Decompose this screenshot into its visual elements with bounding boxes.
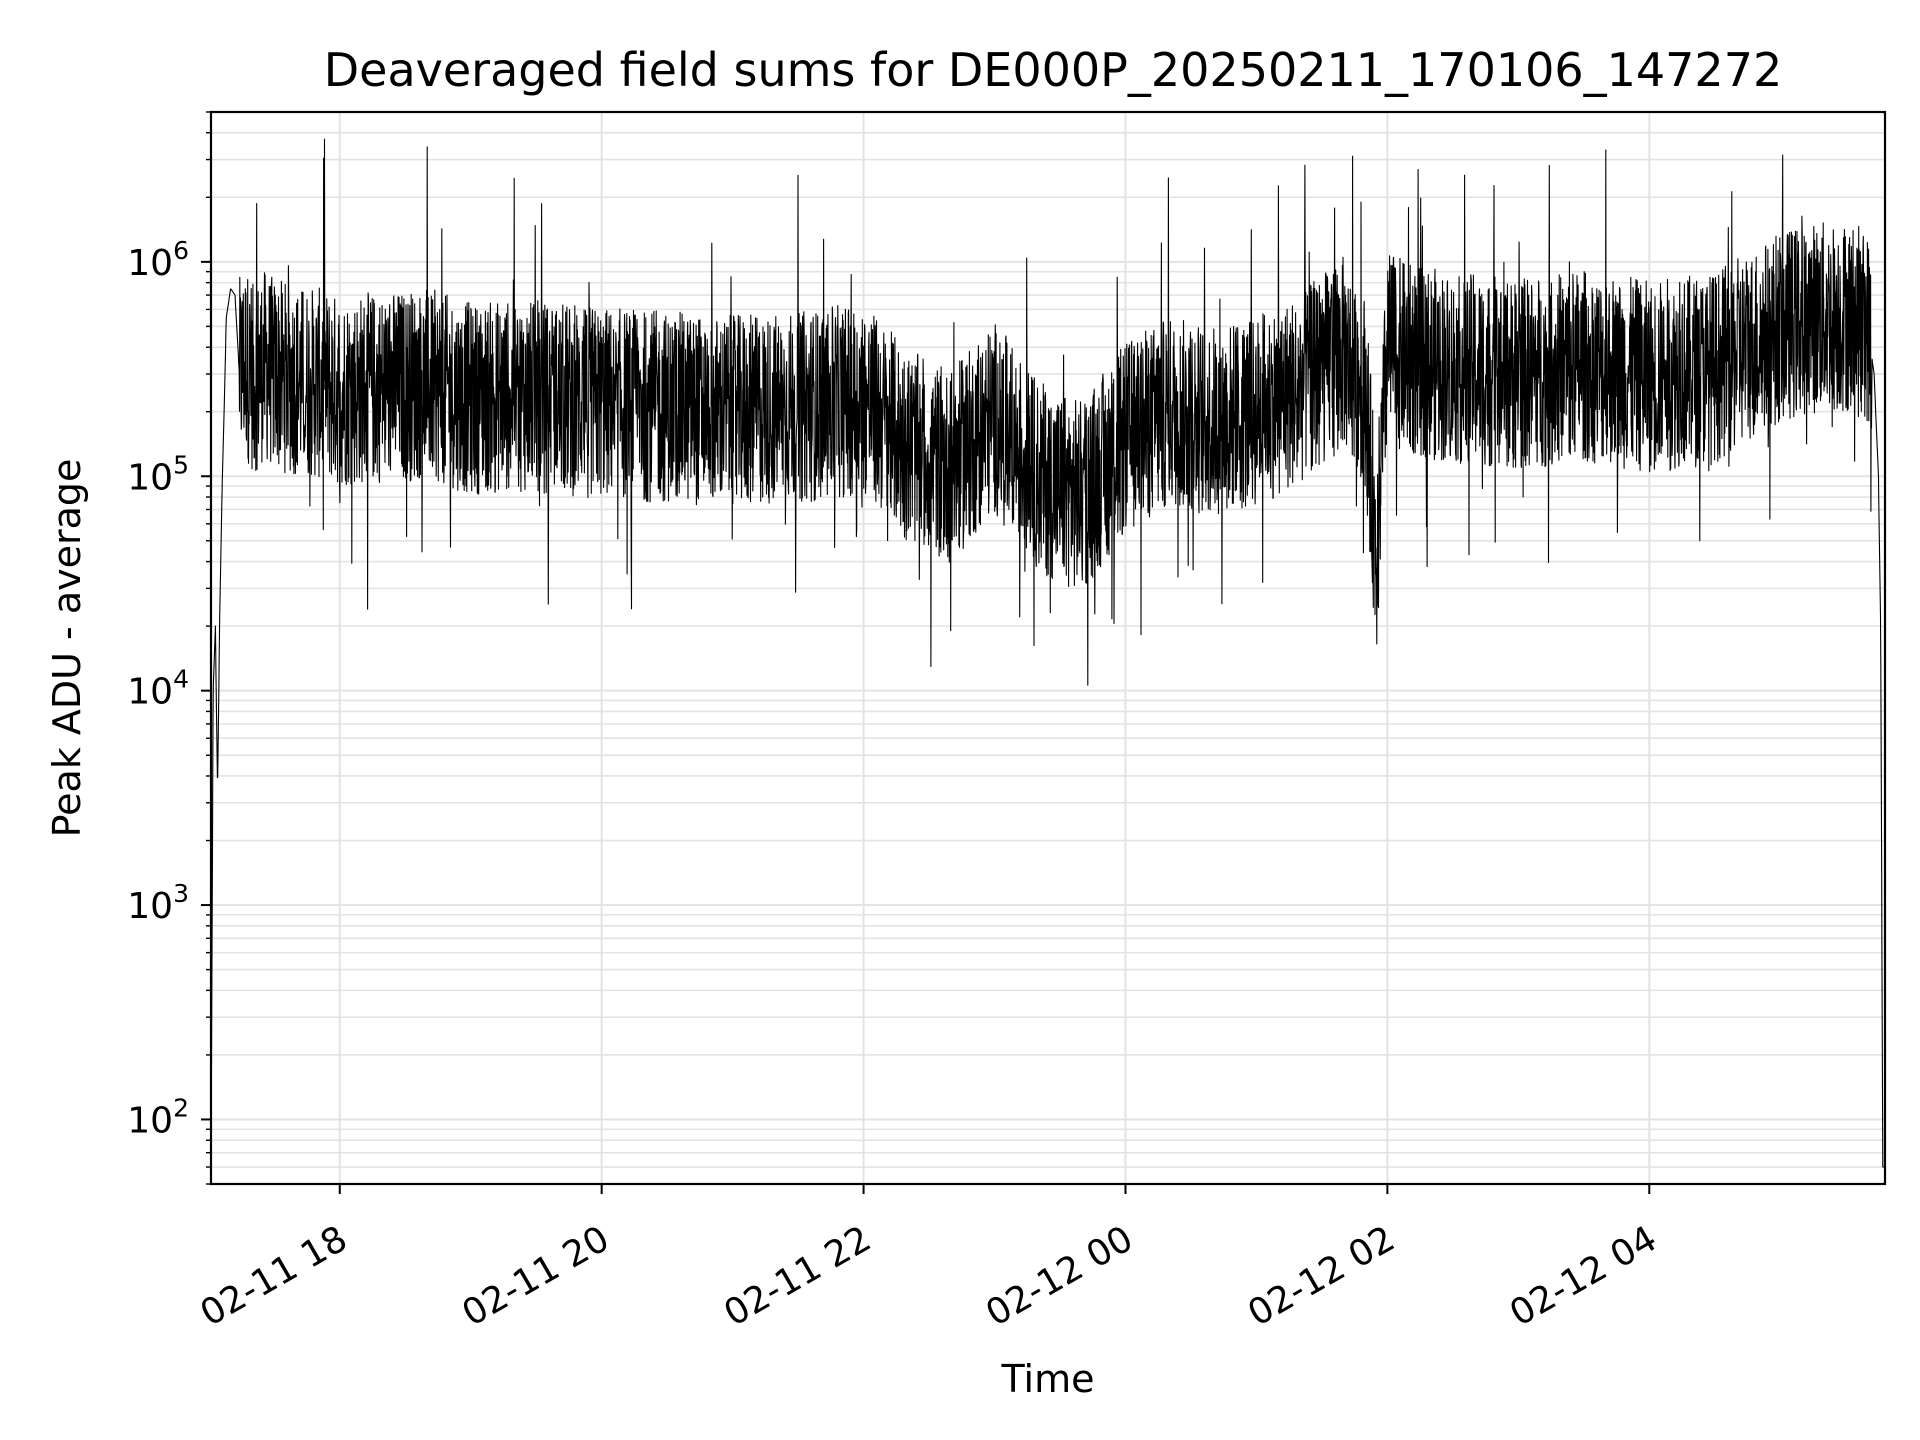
y-tick-label: 102	[127, 1093, 189, 1141]
series-line-path	[210, 138, 1886, 1168]
x-tick-label: 02-11 20	[455, 1218, 616, 1334]
grid	[211, 111, 1885, 1185]
x-tick-label: 02-11 18	[194, 1218, 355, 1334]
x-axis-label: Time	[1001, 1357, 1095, 1401]
x-tick-label: 02-12 00	[979, 1218, 1140, 1334]
y-tick-label: 105	[127, 450, 189, 498]
y-axis-label: Peak ADU - average	[45, 459, 89, 838]
ticks	[201, 111, 1651, 1194]
y-tick-label: 103	[127, 879, 189, 927]
x-tick-label: 02-12 02	[1241, 1218, 1402, 1334]
x-tick-label: 02-12 04	[1503, 1218, 1664, 1334]
y-tick-label: 104	[127, 665, 189, 713]
series-line	[210, 138, 1886, 1168]
chart-title: Deaveraged field sums for DE000P_2025021…	[324, 43, 1782, 97]
y-tick-label: 106	[127, 236, 189, 284]
x-tick-label: 02-11 22	[717, 1218, 878, 1334]
plot-frame	[209, 110, 1887, 1186]
